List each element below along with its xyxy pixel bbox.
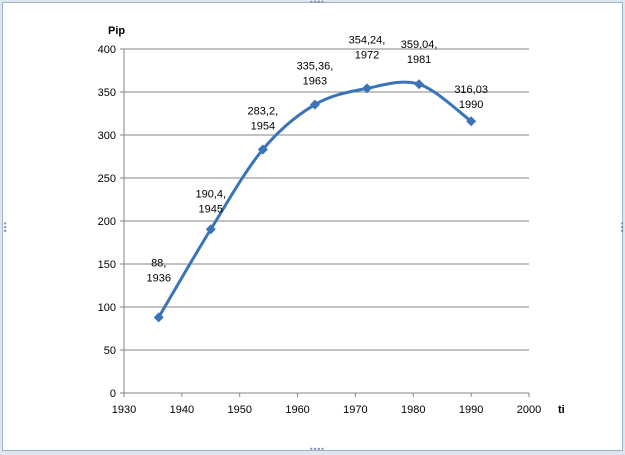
data-point-1954	[257, 144, 268, 155]
tick-label-x-1930: 1930	[112, 404, 136, 416]
tick-label-x-1980: 1980	[401, 404, 425, 416]
data-labels: 88, 1936 190,4, 1945 283,2, 1954 335,36, 1963 35…	[146, 34, 487, 284]
data-label-1936: 88, 1936	[146, 257, 170, 284]
tick-label-y-350: 350	[98, 87, 116, 99]
axes	[120, 48, 530, 397]
data-label-1963: 335,36, 1963	[297, 61, 334, 88]
resize-handle-left[interactable]: •••	[0, 221, 9, 233]
tick-labels: 0 50 100 150 200 250 300 350 400 1930 1940 1950 1960…	[98, 44, 542, 416]
data-label-1954: 283,2, 1954	[248, 105, 279, 132]
data-point-1972	[362, 83, 372, 94]
data-point-1981	[414, 79, 425, 90]
tick-label-x-1990: 1990	[459, 404, 483, 416]
series-pip	[153, 79, 477, 323]
gridlines	[124, 48, 529, 351]
tick-label-y-50: 50	[104, 345, 116, 357]
data-point-1963	[309, 99, 320, 110]
tick-label-x-1940: 1940	[170, 404, 194, 416]
resize-handle-right[interactable]: •••	[617, 221, 625, 233]
data-point-1936	[153, 312, 164, 323]
tick-label-y-200: 200	[98, 216, 116, 228]
tick-label-x-1970: 1970	[343, 404, 367, 416]
data-label-1981: 359,04, 1981	[401, 39, 438, 66]
data-label-1990: 316,03 1990	[454, 84, 488, 111]
data-point-1945	[205, 224, 216, 235]
resize-handle-top[interactable]: ••••	[309, 0, 325, 7]
x-axis-title: ti	[558, 404, 565, 416]
tick-label-x-2000: 2000	[517, 404, 541, 416]
tick-label-y-400: 400	[98, 44, 116, 56]
data-point-1990	[466, 116, 477, 127]
y-axis-title: Pip	[108, 25, 125, 37]
tick-label-y-0: 0	[110, 388, 116, 400]
tick-label-y-300: 300	[98, 130, 116, 142]
tick-label-y-150: 150	[98, 259, 116, 271]
tick-label-x-1960: 1960	[285, 404, 309, 416]
data-label-1945: 190,4, 1945	[195, 188, 226, 215]
tick-label-y-250: 250	[98, 173, 116, 185]
data-label-1972: 354,24, 1972	[349, 34, 386, 61]
tick-label-y-100: 100	[98, 302, 116, 314]
resize-handle-bottom[interactable]: ••••	[309, 445, 325, 454]
tick-label-x-1950: 1950	[227, 404, 251, 416]
